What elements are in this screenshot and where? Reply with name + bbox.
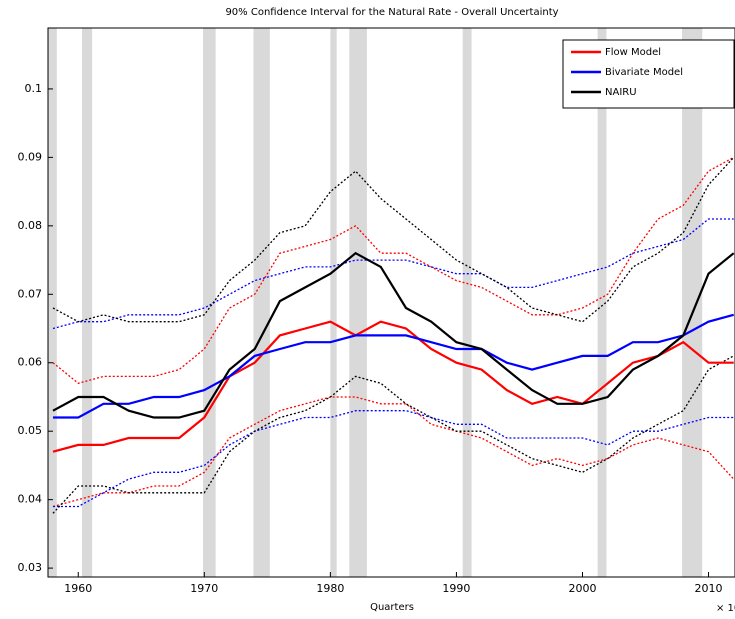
shaded-region bbox=[253, 28, 270, 577]
x-tick-label: 2000 bbox=[568, 582, 596, 595]
y-tick-label: 0.07 bbox=[18, 287, 43, 300]
x-tick-label: 1980 bbox=[316, 582, 344, 595]
confidence-bound bbox=[52, 156, 735, 385]
shaded-region bbox=[82, 28, 93, 577]
series-line bbox=[52, 251, 735, 419]
y-tick-label: 0.05 bbox=[18, 424, 43, 437]
y-tick-label: 0.04 bbox=[18, 493, 43, 506]
x-tick-label: 2010 bbox=[695, 582, 723, 595]
series-line bbox=[52, 320, 734, 453]
confidence-bound bbox=[53, 410, 734, 508]
shaded-region bbox=[330, 28, 337, 577]
legend-label: Bivariate Model bbox=[605, 67, 683, 78]
x-tick-label: 1960 bbox=[64, 582, 92, 595]
legend-label: Flow Model bbox=[605, 47, 661, 58]
plot-area bbox=[48, 28, 735, 577]
legend: Flow Model Bivariate Model NAIRU bbox=[562, 39, 735, 109]
confidence-bound bbox=[52, 218, 734, 330]
legend-label: NAIRU bbox=[605, 87, 637, 98]
x-tick-label: 1990 bbox=[442, 582, 470, 595]
plot-frame bbox=[47, 27, 735, 578]
shaded-region bbox=[682, 28, 703, 577]
shaded-region bbox=[349, 28, 367, 577]
shaded-region bbox=[203, 28, 216, 577]
confidence-bound bbox=[52, 396, 735, 508]
chart-title: 90% Confidence Interval for the Natural … bbox=[225, 7, 558, 18]
y-tick-label: 0.08 bbox=[18, 219, 43, 232]
shaded-region bbox=[48, 28, 57, 577]
confidence-bound bbox=[52, 355, 735, 514]
shaded-region bbox=[597, 28, 607, 577]
y-tick-label: 0.06 bbox=[18, 356, 43, 369]
x-axis-note: × 10 bbox=[716, 603, 735, 614]
x-tick-label: 1970 bbox=[190, 582, 218, 595]
x-axis-label: Quarters bbox=[370, 602, 414, 613]
y-tick-label: 0.03 bbox=[18, 561, 43, 574]
y-tick-label: 0.1 bbox=[25, 82, 43, 95]
y-tick-label: 0.09 bbox=[18, 150, 43, 163]
confidence-bound bbox=[52, 156, 735, 323]
series-line bbox=[53, 313, 734, 419]
shaded-region bbox=[462, 28, 472, 577]
axes: 0.03 0.04 0.05 0.06 0.07 0.08 0.09 0.1 1960 1970 1… bbox=[18, 27, 735, 595]
